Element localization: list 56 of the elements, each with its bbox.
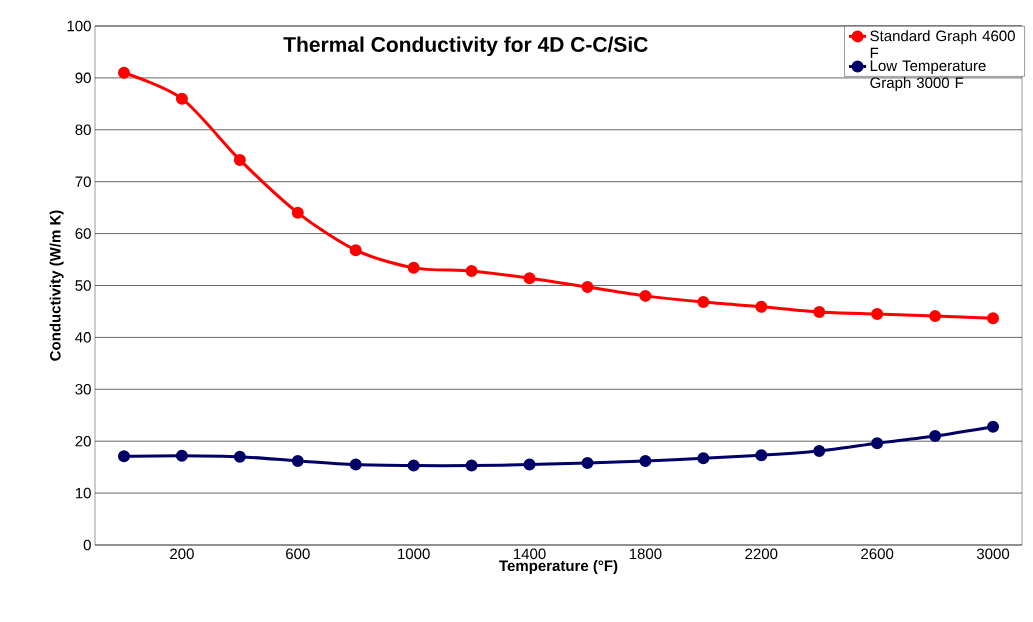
- x-tick-label: 2600: [861, 548, 894, 560]
- x-tick-label: 1000: [398, 548, 430, 560]
- point: [407, 261, 420, 274]
- x-tick-label: 200: [170, 548, 194, 560]
- x-tick-label: 1400: [514, 548, 546, 560]
- y-tick-label: 70: [75, 176, 91, 187]
- point: [465, 264, 478, 277]
- chart-title: Thermal Conductivity for 4D C-C/SiC: [283, 36, 648, 57]
- point: [175, 92, 188, 105]
- point: [175, 449, 188, 462]
- point: [523, 272, 536, 285]
- point: [233, 153, 246, 166]
- point: [987, 420, 1000, 433]
- x-tick-label: 1800: [629, 548, 662, 560]
- y-tick-label: 40: [75, 332, 91, 343]
- x-tick-label: 600: [286, 548, 310, 560]
- point: [813, 445, 826, 458]
- y-tick-label: 0: [83, 539, 91, 551]
- y-tick-label: 30: [75, 383, 91, 395]
- point: [523, 458, 536, 471]
- y-tick-label: 60: [75, 228, 91, 239]
- point: [581, 457, 594, 469]
- x-tick-label: 3000: [976, 548, 1010, 560]
- point: [639, 289, 652, 302]
- y-tick-label: 10: [75, 487, 91, 499]
- point: [755, 300, 768, 313]
- x-tick-label: 2200: [745, 548, 778, 560]
- point: [871, 437, 884, 450]
- point: [233, 450, 246, 463]
- point: [291, 206, 304, 219]
- point: [349, 244, 362, 257]
- point: [987, 312, 1000, 325]
- legend-label: Low Temperature Graph 3000 F: [870, 60, 986, 91]
- x-axis-title: Temperature (°F): [499, 560, 618, 574]
- y-tick-label: 50: [75, 280, 91, 291]
- point: [291, 454, 304, 467]
- point: [465, 459, 478, 472]
- point: [117, 450, 130, 463]
- point: [117, 66, 130, 79]
- point: [929, 310, 942, 323]
- y-axis-title: Conductivity (W/m K): [49, 210, 64, 361]
- point: [349, 458, 362, 471]
- point: [639, 454, 652, 467]
- point: [813, 305, 826, 318]
- legend-label: Standard Graph 4600 F: [870, 30, 1015, 59]
- point: [697, 296, 710, 309]
- point: [407, 459, 420, 472]
- y-tick-label: 80: [75, 124, 91, 136]
- y-tick-label: 90: [75, 72, 91, 84]
- point: [929, 430, 942, 443]
- point: [697, 452, 710, 465]
- point: [755, 449, 768, 462]
- y-tick-label: 20: [75, 435, 91, 447]
- point: [871, 308, 884, 321]
- point: [581, 281, 594, 294]
- y-tick-label: 100: [67, 20, 91, 32]
